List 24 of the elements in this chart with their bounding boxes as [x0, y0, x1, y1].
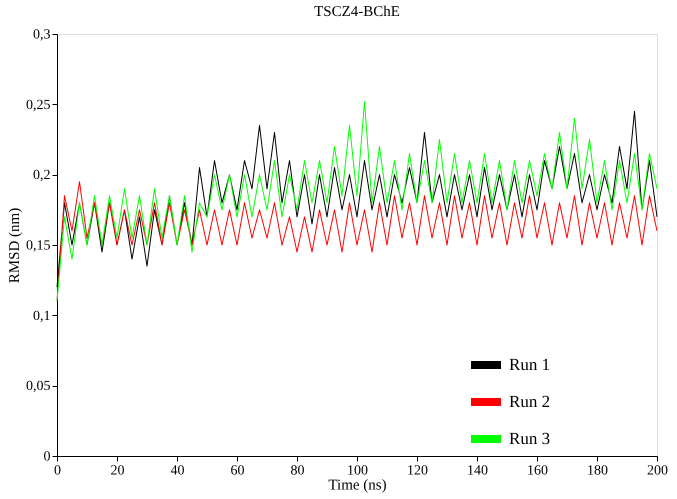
legend-label: Run 3 [509, 429, 550, 448]
x-tick-label: 140 [467, 464, 488, 478]
legend-label: Run 1 [509, 355, 550, 374]
y-tick-label: 0 [44, 450, 50, 464]
y-axis-title: RMSD (nm) [7, 208, 23, 284]
x-tick-label: 200 [647, 464, 668, 478]
x-tick-label: 60 [230, 464, 244, 478]
x-tick-label: 0 [54, 464, 61, 478]
x-tick-label: 100 [347, 464, 368, 478]
x-tick-label: 20 [110, 464, 124, 478]
y-tick-label: 0,3 [33, 28, 50, 42]
x-tick-label: 180 [587, 464, 608, 478]
y-tick-label: 0,25 [26, 98, 50, 113]
y-tick-label: 0,15 [26, 238, 50, 254]
x-tick-label: 120 [407, 464, 428, 478]
y-tick-label: 0,2 [33, 168, 50, 184]
y-tick-label: 0,1 [33, 308, 50, 324]
x-tick-label: 160 [527, 464, 548, 478]
x-tick-label: 80 [290, 464, 304, 478]
x-axis-title: Time (ns) [328, 478, 387, 494]
y-tick-label: 0,05 [26, 379, 50, 394]
legend-label: Run 2 [509, 392, 550, 411]
chart-title: TSCZ4-BChE [314, 4, 400, 20]
x-tick-label: 40 [170, 464, 184, 478]
